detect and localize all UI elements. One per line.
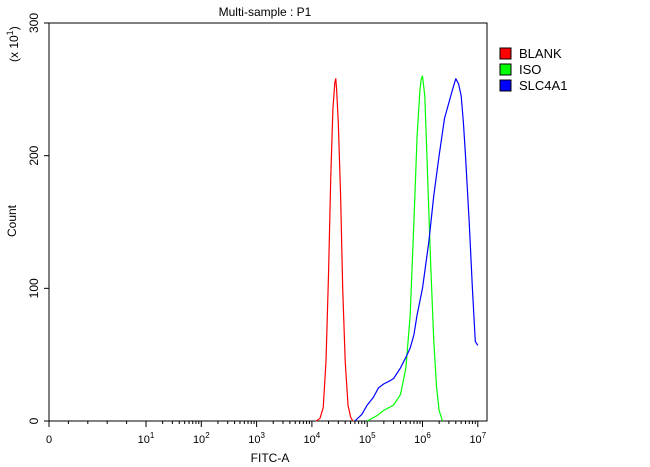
y-multiplier-prefix: (x 10 bbox=[7, 35, 21, 62]
y-tick-label: 0 bbox=[27, 417, 41, 424]
x-tick-label: 106 bbox=[414, 431, 431, 446]
legend-swatch-iso bbox=[499, 63, 512, 76]
x-axis: 0 101 102 103 104 105 106 107 bbox=[46, 421, 487, 446]
legend-label-slc4a1: SLC4A1 bbox=[519, 78, 567, 93]
y-tick-label: 200 bbox=[27, 145, 41, 165]
plot-frame bbox=[48, 22, 488, 422]
x-tick-label: 102 bbox=[193, 431, 210, 446]
y-tick-label: 300 bbox=[27, 13, 41, 33]
x-tick-label: 103 bbox=[248, 431, 265, 446]
x-tick-label: 101 bbox=[138, 431, 155, 446]
y-tick-label: 100 bbox=[27, 278, 41, 298]
legend-swatch-slc4a1 bbox=[499, 79, 512, 92]
svg-text:(x 101): (x 101) bbox=[5, 26, 21, 62]
x-tick-label: 0 bbox=[46, 434, 52, 446]
legend-label-iso: ISO bbox=[519, 62, 541, 77]
series-line-slc4a1 bbox=[354, 78, 479, 422]
y-axis: 0 100 200 300 bbox=[27, 13, 49, 424]
legend-label-blank: BLANK bbox=[519, 46, 562, 61]
chart-title: Multi-sample : P1 bbox=[219, 5, 312, 19]
y-multiplier-label: (x 101) bbox=[5, 26, 21, 62]
y-multiplier-suffix: ) bbox=[7, 26, 21, 30]
x-tick-label: 104 bbox=[304, 431, 321, 446]
x-tick-label: 107 bbox=[469, 431, 486, 446]
y-multiplier-exponent: 1 bbox=[5, 30, 15, 35]
x-axis-label: FITC-A bbox=[251, 451, 290, 465]
legend-swatch-blank bbox=[499, 47, 512, 60]
y-axis-label: Count bbox=[5, 204, 19, 237]
series-layer bbox=[315, 75, 479, 422]
series-line-iso bbox=[366, 75, 444, 422]
x-tick-label: 105 bbox=[359, 431, 376, 446]
series-line-blank bbox=[315, 78, 354, 422]
